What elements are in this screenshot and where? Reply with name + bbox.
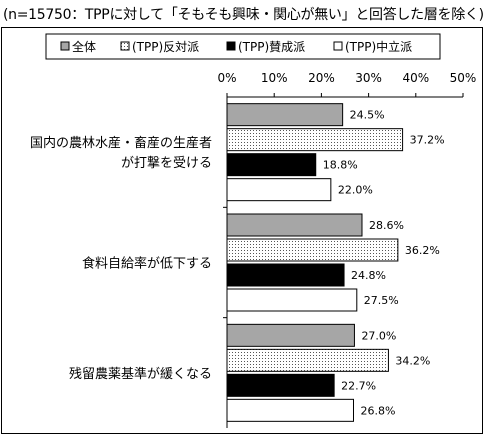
bar	[226, 398, 354, 422]
x-tick-label: 20%	[308, 71, 335, 85]
value-label: 27.5%	[364, 294, 399, 307]
category-label: 食料自給率が低下する	[82, 256, 212, 272]
bar	[226, 153, 317, 177]
legend-swatch	[60, 41, 70, 51]
value-label: 36.2%	[405, 244, 440, 257]
legend-swatch	[333, 41, 343, 51]
value-label: 37.2%	[410, 134, 445, 147]
category-label: 残留農薬基準が緩くなる	[69, 366, 212, 382]
value-label: 22.7%	[341, 379, 376, 392]
value-label: 27.0%	[361, 329, 396, 342]
value-label: 24.8%	[351, 269, 386, 282]
legend-box	[45, 33, 441, 60]
category-label: が打撃を受ける	[121, 155, 212, 171]
legend-swatch	[120, 41, 130, 51]
category-label: 国内の農林水産・畜産の生産者	[30, 135, 212, 151]
bar	[226, 263, 345, 287]
bar	[226, 213, 363, 237]
value-label: 24.5%	[350, 109, 385, 122]
legend-label: 全体	[72, 39, 96, 54]
axes: 0% 10% 20% 30% 40% 50%	[217, 71, 476, 428]
bar	[226, 348, 389, 372]
bar	[226, 103, 344, 127]
x-tick-label: 40%	[402, 71, 429, 85]
x-tick-label: 10%	[261, 71, 288, 85]
legend-label: (TPP)中立派	[345, 39, 412, 54]
value-label: 18.8%	[323, 159, 358, 172]
legend-label: (TPP)賛成派	[238, 40, 305, 54]
bar	[226, 373, 335, 397]
bar	[226, 323, 355, 347]
bar	[226, 128, 404, 152]
value-label: 26.8%	[360, 404, 395, 417]
bar	[226, 238, 399, 262]
bar	[226, 178, 332, 202]
x-tick-label: 30%	[355, 71, 382, 85]
legend-swatch	[226, 41, 236, 51]
value-label: 34.2%	[395, 354, 430, 367]
value-label: 28.6%	[369, 219, 404, 232]
x-tick-label: 0%	[217, 71, 236, 85]
x-tick-label: 50%	[450, 71, 477, 85]
chart-frame	[1, 27, 483, 434]
legend-label: (TPP)反対派	[132, 40, 199, 54]
legend: 全体 (TPP)反対派 (TPP)賛成派 (TPP)中立派	[45, 33, 441, 60]
bar	[226, 288, 358, 312]
value-label: 22.0%	[338, 184, 373, 197]
bars: 24.5% 37.2% 18.8% 22.0% 国内の農林水産・畜産の生産者が打撃を受け…	[30, 103, 445, 422]
chart-title: (n=15750：TPPに対して「そもそも興味・関心が無い」と回答した層を除く)	[3, 7, 484, 23]
